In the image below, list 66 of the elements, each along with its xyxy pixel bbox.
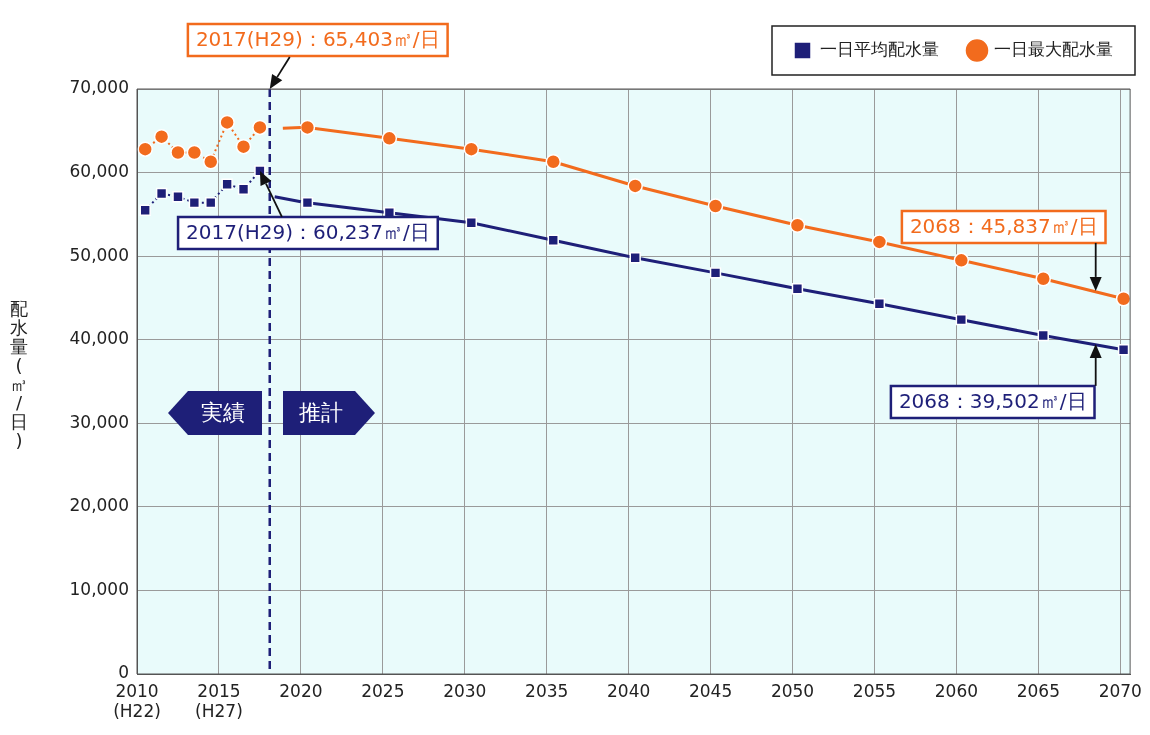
x-tick-label: 2040 <box>607 680 651 701</box>
x-tick-label: 2060 <box>934 680 979 701</box>
y-tick-label: 0 <box>118 662 129 683</box>
point <box>186 144 203 161</box>
y-tick-label: 40,000 <box>69 328 129 349</box>
y-tick-label: 60,000 <box>69 160 129 181</box>
y-axis-title: 配水量(㎥/日) <box>10 298 28 452</box>
point <box>172 191 184 203</box>
annotation: 2068：39,502㎥/日 <box>898 389 1087 414</box>
x-tick-label: 2045 <box>688 680 733 701</box>
point <box>707 198 724 214</box>
y-tick-label: 30,000 <box>69 411 129 432</box>
point <box>709 267 722 279</box>
point <box>219 114 235 131</box>
legend-label: 一日最大配水量 <box>994 38 1113 59</box>
point <box>463 141 480 157</box>
point <box>955 313 968 326</box>
point <box>155 187 168 200</box>
legend-label: 一日平均配水量 <box>819 38 939 59</box>
point <box>953 252 970 269</box>
point <box>137 141 153 157</box>
point <box>789 217 806 233</box>
point <box>791 283 804 295</box>
point <box>252 119 268 136</box>
point <box>547 234 559 246</box>
annotation: 2017(H29)：60,237㎥/日 <box>186 220 430 245</box>
point <box>1035 270 1052 287</box>
point <box>221 178 233 190</box>
point <box>1115 291 1131 307</box>
x-tick-label: 2035 <box>525 680 569 701</box>
x-tick-label: 2010 (H22) <box>113 680 161 722</box>
point <box>465 217 478 229</box>
point <box>381 130 398 147</box>
point <box>627 178 643 194</box>
point <box>139 204 151 216</box>
point <box>629 252 641 264</box>
point <box>237 183 250 195</box>
point <box>301 196 314 209</box>
point <box>170 144 186 161</box>
y-tick-label: 50,000 <box>69 244 129 265</box>
point <box>545 153 562 170</box>
point <box>153 128 170 145</box>
point <box>1037 329 1049 342</box>
x-tick-label: 2015 (H27) <box>195 680 243 722</box>
annotation: 2068：45,837㎥/日 <box>909 214 1098 239</box>
y-tick-label: 10,000 <box>69 578 129 599</box>
point <box>1117 344 1130 356</box>
point <box>205 196 217 209</box>
point <box>235 138 252 155</box>
x-tick-label: 2070 <box>1098 680 1142 701</box>
point <box>873 298 886 310</box>
annotation: 2017(H29)：65,403㎥/日 <box>195 27 440 52</box>
annotation: 推計 <box>299 399 343 425</box>
point <box>203 153 219 170</box>
x-tick-label: 2025 <box>361 680 405 701</box>
x-tick-label: 2030 <box>443 680 487 701</box>
y-tick-label: 70,000 <box>69 77 129 98</box>
point <box>188 196 201 209</box>
x-tick-label: 2065 <box>1016 680 1060 701</box>
x-tick-label: 2020 <box>279 680 323 701</box>
annotation: 実績 <box>201 399 245 425</box>
x-tick-label: 2050 <box>770 680 815 701</box>
x-tick-label: 2055 <box>852 680 897 701</box>
y-tick-label: 20,000 <box>69 495 129 516</box>
point <box>299 119 316 136</box>
point <box>871 234 888 250</box>
